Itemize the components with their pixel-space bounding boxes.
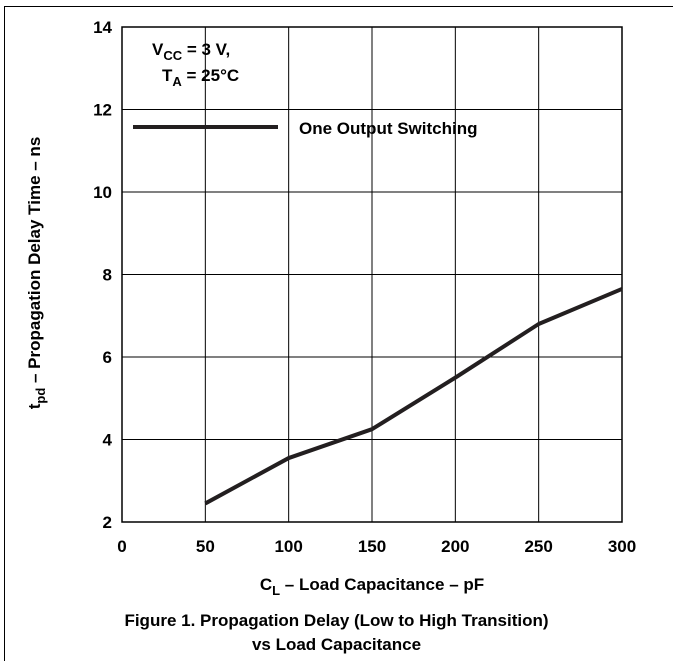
- chart-grid: [122, 27, 622, 522]
- y-tick-label: 4: [103, 431, 113, 450]
- x-axis-label: CL – Load Capacitance – pF: [260, 575, 484, 598]
- series-group: [204, 287, 623, 506]
- x-tick-label: 100: [274, 537, 302, 556]
- figure-frame-top-border: [4, 6, 673, 7]
- condition-vcc: VCC = 3 V,: [152, 40, 230, 63]
- x-tick-label: 300: [608, 537, 636, 556]
- y-tick-label: 12: [93, 101, 112, 120]
- y-tick-label: 10: [93, 183, 112, 202]
- x-axis-ticks: 0 50 100 150 200 250 300: [117, 537, 636, 556]
- y-tick-label: 8: [103, 266, 112, 285]
- y-tick-label: 6: [103, 348, 112, 367]
- y-axis-ticks: 2 4 6 8 10 12 14: [93, 18, 112, 532]
- x-tick-label: 50: [196, 537, 215, 556]
- propagation-delay-chart: 0 50 100 150 200 250 300 2 4 6 8 10 12 14 VCC = 3 V,…: [25, 18, 636, 598]
- x-tick-label: 150: [358, 537, 386, 556]
- plot-area-border: [121, 26, 623, 523]
- x-tick-label: 250: [524, 537, 552, 556]
- x-tick-label: 0: [117, 537, 126, 556]
- figure-caption-line-2: vs Load Capacitance: [251, 635, 422, 654]
- y-tick-label: 14: [93, 18, 112, 37]
- figure-frame-left-border: [4, 6, 5, 661]
- series-line-one-output-switching: [204, 287, 623, 506]
- figure-caption-line-1: Figure 1. Propagation Delay (Low to High…: [124, 611, 549, 630]
- x-tick-label: 200: [441, 537, 469, 556]
- y-axis-label: tpd – Propagation Delay Time – ns: [25, 137, 48, 410]
- y-tick-label: 2: [103, 513, 112, 532]
- legend-label-one-output-switching: One Output Switching: [299, 119, 477, 138]
- condition-ta: TA = 25°C: [162, 66, 239, 89]
